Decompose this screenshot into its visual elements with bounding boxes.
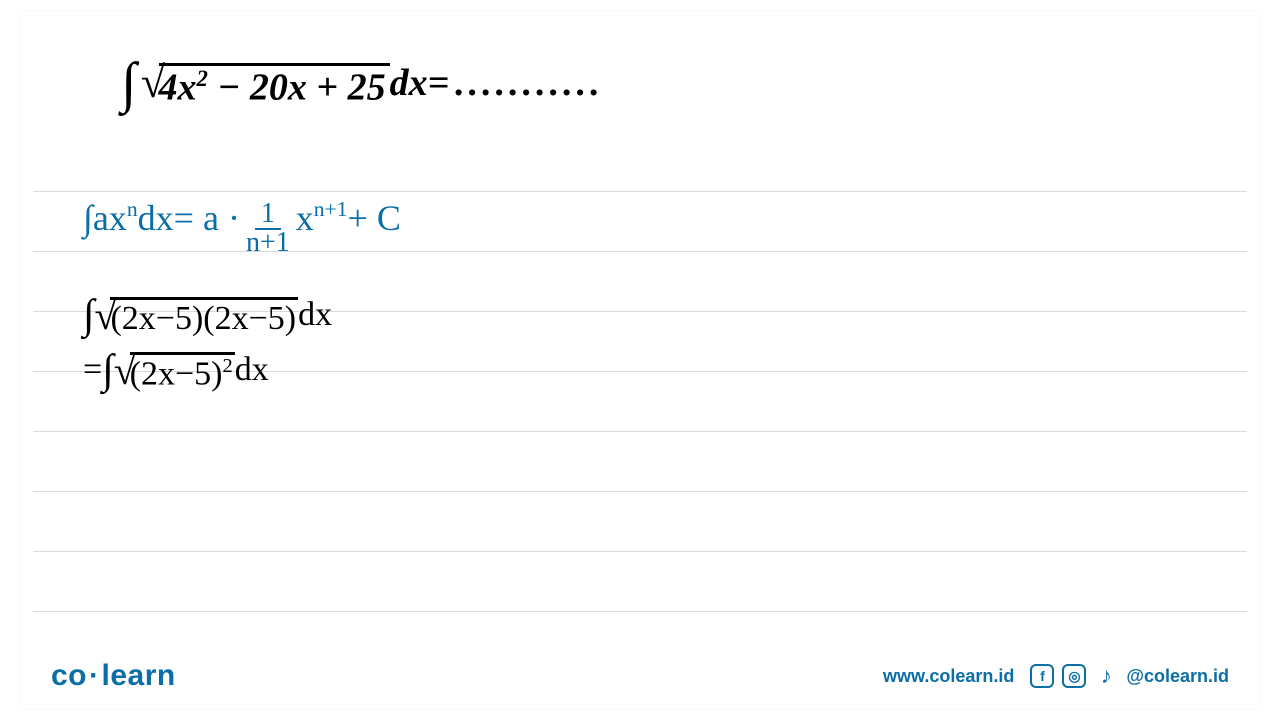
work2-eq: = [83, 351, 102, 389]
dx: dx [390, 61, 428, 105]
rule-line [33, 431, 1247, 432]
rule-line [33, 491, 1247, 492]
footer: co·learn www.colearn.id f ◎ ♪ @colearn.i… [51, 659, 1229, 693]
facebook-icon[interactable]: f [1030, 664, 1054, 688]
work1-sqrt: √ (2x−5)(2x−5) [95, 292, 299, 339]
radicand-rest: − 20x + 25 [208, 66, 386, 108]
formula-exp-np1: n+1 [314, 197, 348, 222]
work1-radicand: (2x−5)(2x−5) [110, 297, 298, 338]
power-rule-formula: ∫ axn dx = a · 1 n+1 xn+1 + C [83, 197, 401, 252]
formula-plus-c: + C [348, 197, 401, 239]
work2-exp: 2 [222, 355, 232, 377]
work2-base: (2x−5) [130, 355, 223, 392]
work2-sqrt: √ (2x−5)2 [114, 347, 235, 394]
social-handle[interactable]: @colearn.id [1126, 666, 1229, 687]
instagram-icon[interactable]: ◎ [1062, 664, 1086, 688]
formula-dx: dx [138, 197, 174, 239]
radicand-exp: 2 [197, 66, 208, 91]
work1-int: ∫ [83, 291, 95, 339]
integral-symbol: ∫ [121, 51, 136, 115]
equals: = [428, 61, 450, 105]
whiteboard: ∫ √ 4x2 − 20x + 25 dx = ........... ∫ ax… [20, 10, 1260, 710]
formula-ax: ax [93, 197, 127, 239]
formula-x: x [296, 197, 314, 239]
work2-int: ∫ [102, 346, 114, 394]
work2-radicand: (2x−5)2 [130, 352, 235, 393]
fraction-num: 1 [255, 201, 281, 230]
rule-line [33, 611, 1247, 612]
square-root: √ 4x2 − 20x + 25 [140, 57, 389, 109]
formula-fraction: 1 n+1 [246, 201, 290, 256]
ruled-area: ∫ axn dx = a · 1 n+1 xn+1 + C ∫ √ (2x−5)… [33, 191, 1247, 649]
fraction-den: n+1 [246, 230, 290, 257]
radicand: 4x2 − 20x + 25 [159, 63, 390, 109]
formula-int: ∫ [83, 197, 93, 239]
website-url[interactable]: www.colearn.id [883, 666, 1014, 687]
work-line-2: = ∫ √ (2x−5)2 dx [83, 346, 269, 394]
blank-dots: ........... [455, 61, 604, 105]
work1-dx: dx [298, 296, 332, 334]
logo-part1: co [51, 659, 87, 692]
logo-part2: learn [102, 659, 176, 692]
problem-statement: ∫ √ 4x2 − 20x + 25 dx = ........... [121, 51, 604, 115]
logo-dot: · [89, 659, 100, 692]
work2-dx: dx [235, 351, 269, 389]
rule-line [33, 551, 1247, 552]
colearn-logo: co·learn [51, 659, 176, 693]
rule-line [33, 191, 1247, 192]
formula-eq: = a · [174, 197, 240, 239]
footer-right: www.colearn.id f ◎ ♪ @colearn.id [883, 664, 1229, 688]
formula-exp-n: n [127, 197, 138, 222]
work-line-1: ∫ √ (2x−5)(2x−5) dx [83, 291, 332, 339]
tiktok-icon[interactable]: ♪ [1094, 664, 1118, 688]
radicand-term1: 4x [159, 66, 197, 108]
social-icons: f ◎ ♪ @colearn.id [1030, 664, 1229, 688]
